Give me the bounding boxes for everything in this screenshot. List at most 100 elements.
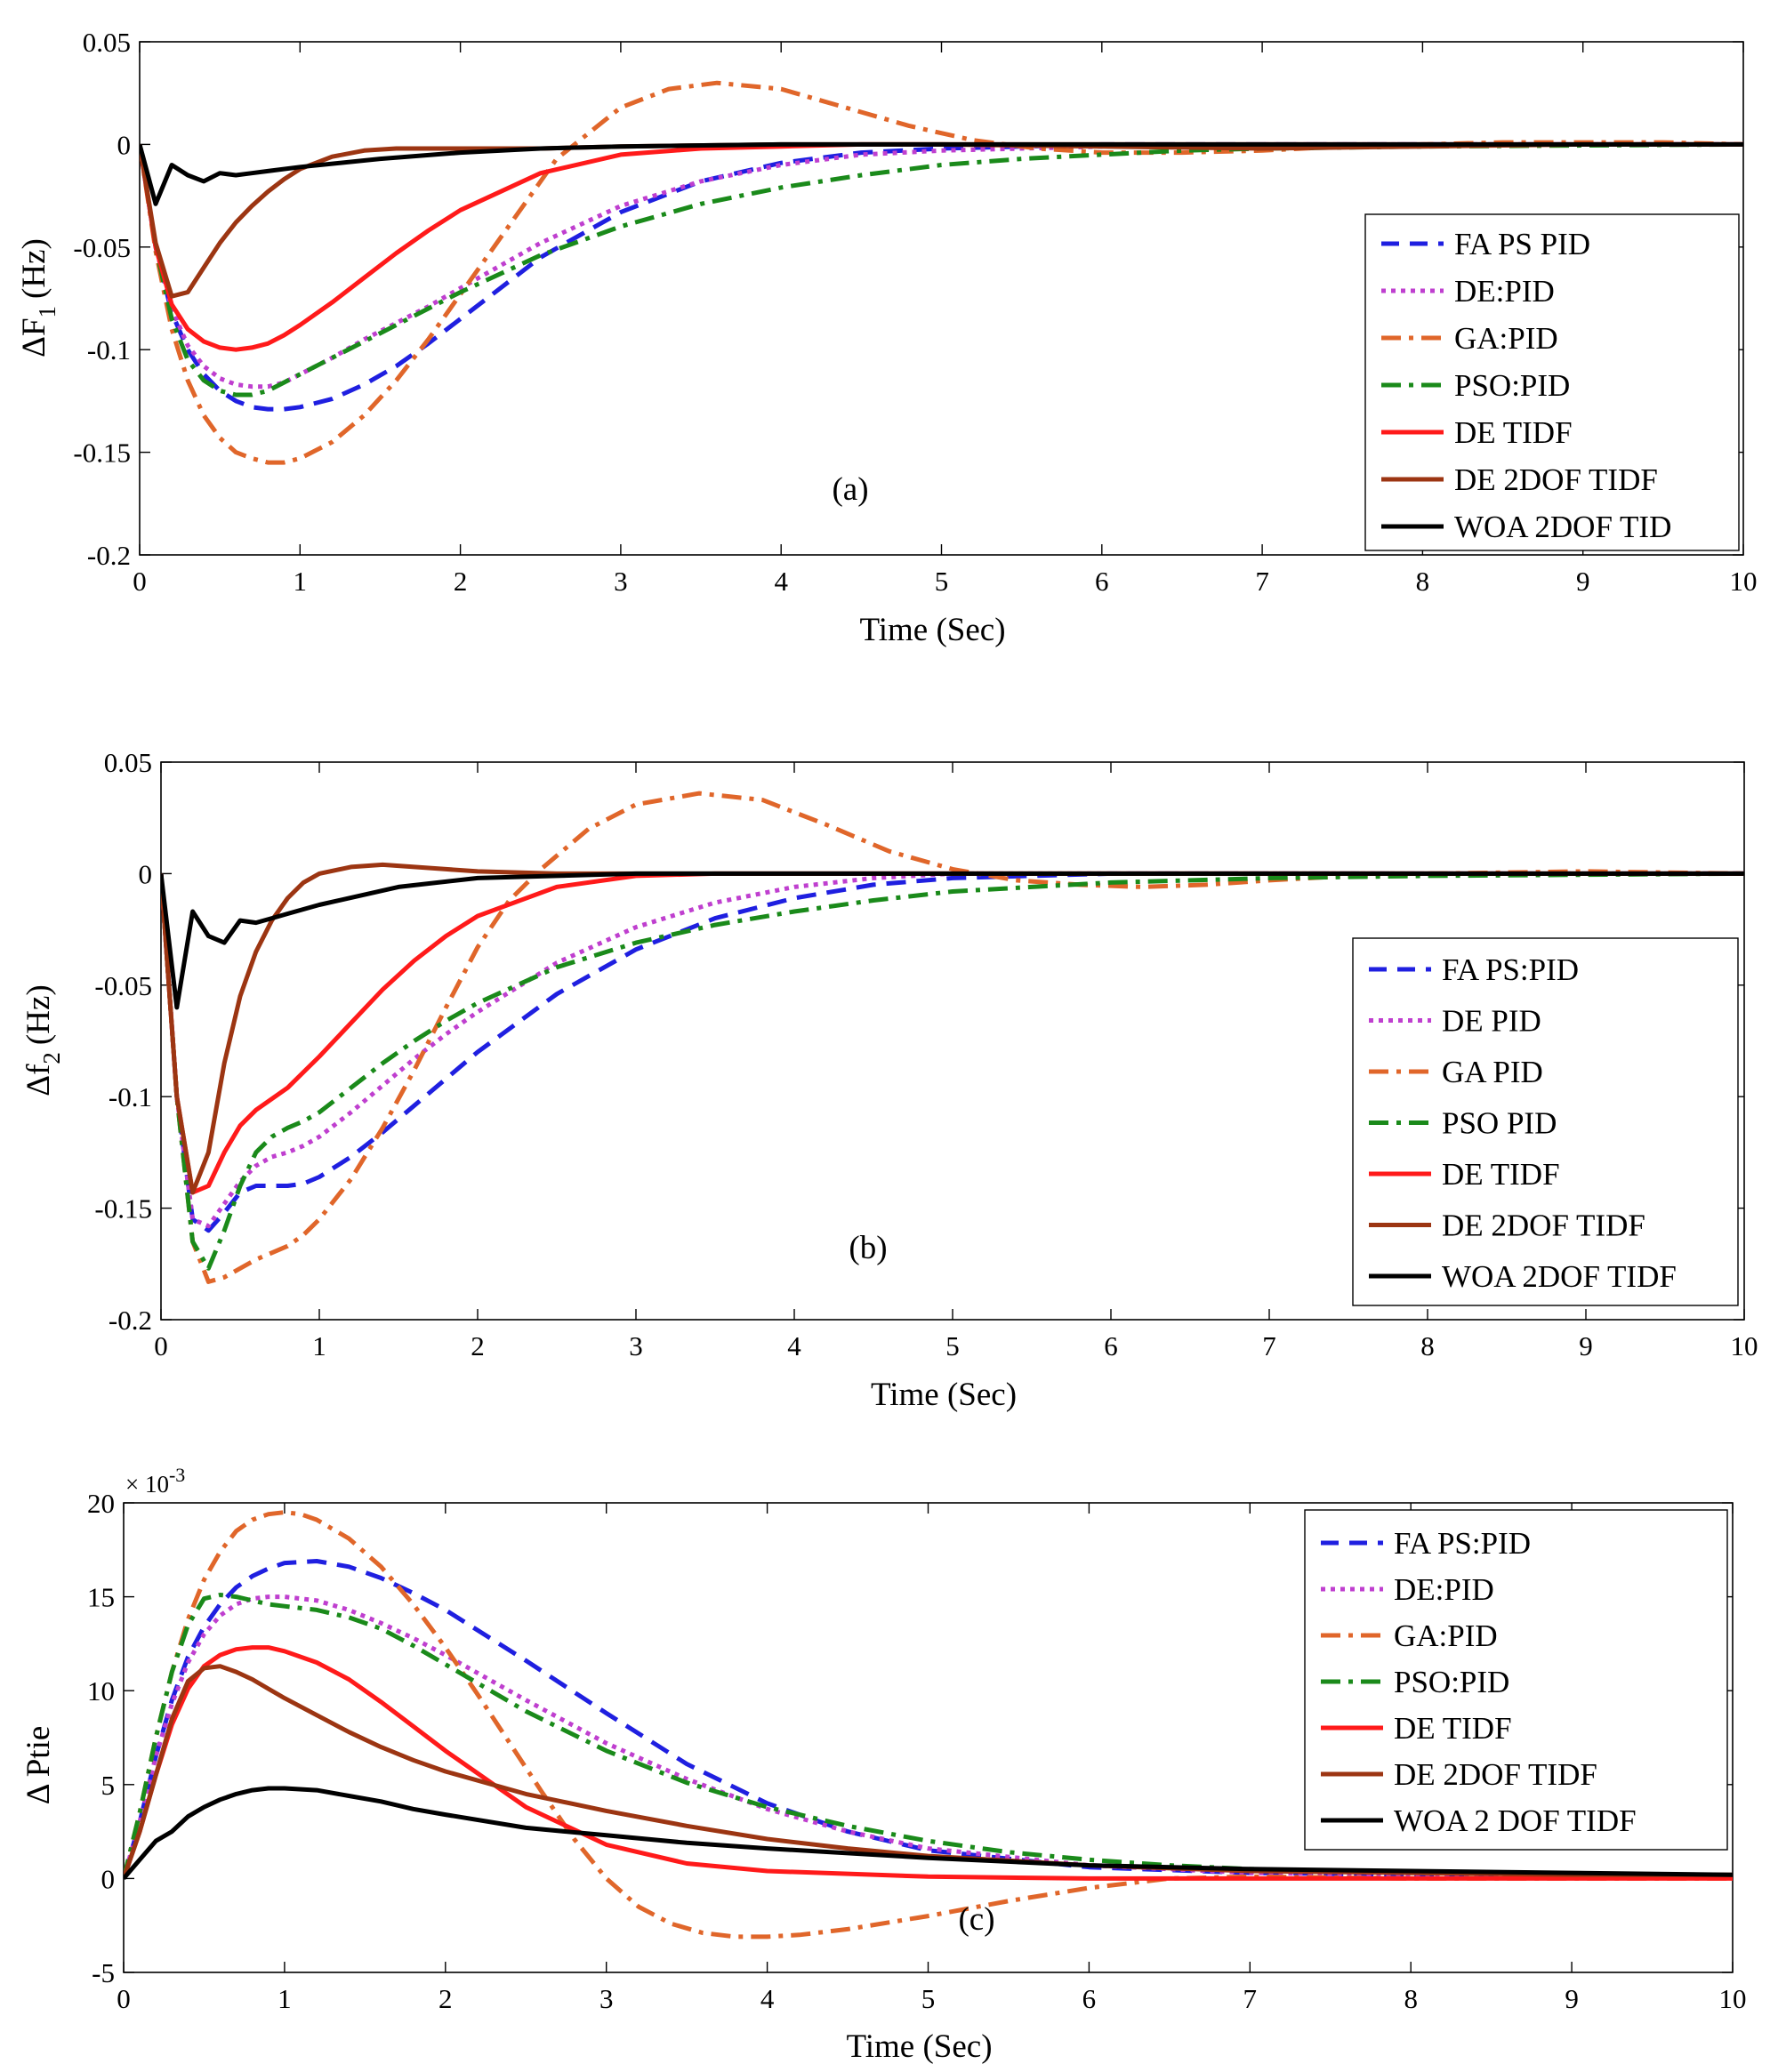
- series-line-de-pid: [140, 141, 1743, 390]
- legend-label: DE TIDF: [1454, 415, 1573, 450]
- y-tick-label: -0.1: [87, 334, 131, 365]
- y-tick-label: 0.05: [83, 27, 131, 58]
- x-tick-label: 8: [1404, 1983, 1418, 2014]
- x-axis-label: Time (Sec): [859, 612, 1005, 648]
- series-line-woa-2dof-tid: [140, 141, 1743, 206]
- chart-panel-a: 0 1 2 3 4 5 6 7 8 9 10 -0.2 -0.15 -0.1 -0.05 0 0.05 (a) FA…: [16, 27, 1758, 648]
- x-tick-label: 7: [1243, 1983, 1258, 2014]
- x-tick-label: 1: [294, 566, 308, 597]
- legend-box: [1364, 213, 1740, 551]
- legend-label: WOA 2DOF TIDF: [1442, 1259, 1677, 1294]
- series-line-de-pid: [124, 1594, 1733, 1880]
- series-group: [140, 80, 1743, 465]
- y-tick-label: -0.2: [87, 540, 131, 571]
- legend-label: DE TIDF: [1394, 1711, 1512, 1746]
- panel-annotation: (b): [849, 1230, 887, 1266]
- panel-annotation: (c): [958, 1901, 994, 1938]
- x-tick-label: 4: [787, 1330, 801, 1361]
- x-tick-label: 3: [629, 1330, 643, 1361]
- legend: FA PS PID DE:PID GA:PID PSO:PID DE TIDF DE 2D…: [1364, 213, 1740, 551]
- y-tick-label: 0: [101, 1863, 116, 1894]
- x-tick-label: 8: [1416, 566, 1430, 597]
- y-tick-label: -0.05: [94, 970, 152, 1001]
- legend-label: DE 2DOF TIDF: [1394, 1757, 1597, 1792]
- series-line-ga-pid: [161, 791, 1744, 1284]
- series-line-woa-2-dof-tidf: [124, 1786, 1733, 1881]
- series-line-fa-ps-pid: [140, 141, 1743, 412]
- series-group: [124, 1510, 1733, 1939]
- y-axis-label-main: ΔF: [16, 317, 52, 357]
- x-tick-label: 7: [1262, 1330, 1276, 1361]
- x-tick-label: 9: [1565, 1983, 1579, 2014]
- series-line-woa-2dof-tidf: [161, 871, 1744, 1010]
- x-tick-label: 10: [1730, 566, 1758, 597]
- y-axis-label-subscript: 1: [34, 306, 60, 318]
- y-axis-label: ΔF1 (Hz): [16, 238, 60, 357]
- x-tick-label: 4: [760, 1983, 775, 2014]
- legend-label: DE 2DOF TIDF: [1454, 462, 1658, 497]
- x-tick-label: 6: [1104, 1330, 1118, 1361]
- y-tick-label: -0.15: [73, 438, 131, 469]
- x-tick-label: 3: [614, 566, 628, 597]
- legend-label: DE PID: [1442, 1004, 1541, 1039]
- x-tick-label: 1: [312, 1330, 326, 1361]
- x-axis-label: Time (Sec): [846, 2028, 992, 2065]
- y-tick-label: 10: [87, 1675, 115, 1707]
- y-tick-label: 5: [101, 1770, 116, 1801]
- legend-label: DE:PID: [1454, 274, 1555, 309]
- legend-label: WOA 2DOF TID: [1454, 510, 1671, 544]
- y-tick-label: -0.1: [109, 1081, 152, 1112]
- legend-label: PSO PID: [1442, 1106, 1557, 1141]
- x-tick-label: 0: [133, 566, 147, 597]
- axis-multiplier-base: × 10: [125, 1471, 169, 1498]
- x-tick-label: 10: [1731, 1330, 1758, 1361]
- legend-label: GA:PID: [1454, 321, 1558, 356]
- y-tick-label: 20: [87, 1488, 115, 1519]
- legend-label: WOA 2 DOF TIDF: [1394, 1803, 1637, 1838]
- legend-label: PSO:PID: [1394, 1665, 1509, 1699]
- x-tick-label: 0: [154, 1330, 168, 1361]
- y-tick-label: 0.05: [104, 747, 152, 778]
- series-group: [161, 791, 1744, 1284]
- y-tick-label: 0: [139, 858, 153, 889]
- y-tick-label: -0.2: [109, 1305, 152, 1336]
- y-tick-label: -0.05: [73, 232, 131, 263]
- legend-label: PSO:PID: [1454, 368, 1570, 403]
- legend-label: DE TIDF: [1442, 1157, 1560, 1192]
- series-line-fa-ps-pid: [161, 871, 1744, 1233]
- legend-label: FA PS:PID: [1442, 952, 1579, 987]
- y-axis-label-main: Δ Ptie: [20, 1726, 57, 1805]
- y-axis-label-unit: (Hz): [20, 984, 57, 1045]
- x-tick-label: 5: [935, 566, 949, 597]
- legend-label: GA PID: [1442, 1055, 1543, 1089]
- x-tick-label: 7: [1255, 566, 1269, 597]
- series-line-pso-pid: [124, 1593, 1733, 1879]
- legend: FA PS:PID DE PID GA PID PSO PID DE TIDF DE 2D…: [1352, 937, 1739, 1306]
- x-tick-label: 1: [278, 1983, 292, 2014]
- y-axis-label-main: Δf: [20, 1064, 57, 1096]
- x-tick-label: 2: [471, 1330, 485, 1361]
- legend-label: FA PS PID: [1454, 227, 1590, 261]
- axis-multiplier-exponent: -3: [169, 1464, 185, 1486]
- panel-annotation: (a): [832, 471, 868, 508]
- chart-panel-b: 0 1 2 3 4 5 6 7 8 9 10 -0.2 -0.15 -0.1 -0.05 0 0.05 (b) FA…: [20, 747, 1758, 1413]
- x-tick-label: 2: [454, 566, 468, 597]
- x-tick-label: 2: [438, 1983, 453, 2014]
- y-axis-label: Δ Ptie: [20, 1726, 57, 1805]
- legend: FA PS:PID DE:PID GA:PID PSO:PID DE TIDF DE 2D…: [1304, 1509, 1728, 1851]
- series-line-pso-pid: [140, 141, 1743, 398]
- x-tick-label: 9: [1576, 566, 1590, 597]
- series-line-de-tidf: [124, 1645, 1733, 1881]
- x-tick-label: 3: [599, 1983, 614, 2014]
- x-tick-label: 0: [117, 1983, 131, 2014]
- y-tick-label: -0.15: [94, 1193, 152, 1225]
- y-tick-label: -5: [92, 1957, 115, 1988]
- y-tick-label: 0: [117, 129, 132, 160]
- legend-label: FA PS:PID: [1394, 1526, 1531, 1561]
- x-tick-label: 6: [1095, 566, 1109, 597]
- y-tick-label: 15: [87, 1582, 115, 1613]
- y-axis-label-unit: (Hz): [16, 238, 52, 299]
- x-tick-label: 4: [774, 566, 788, 597]
